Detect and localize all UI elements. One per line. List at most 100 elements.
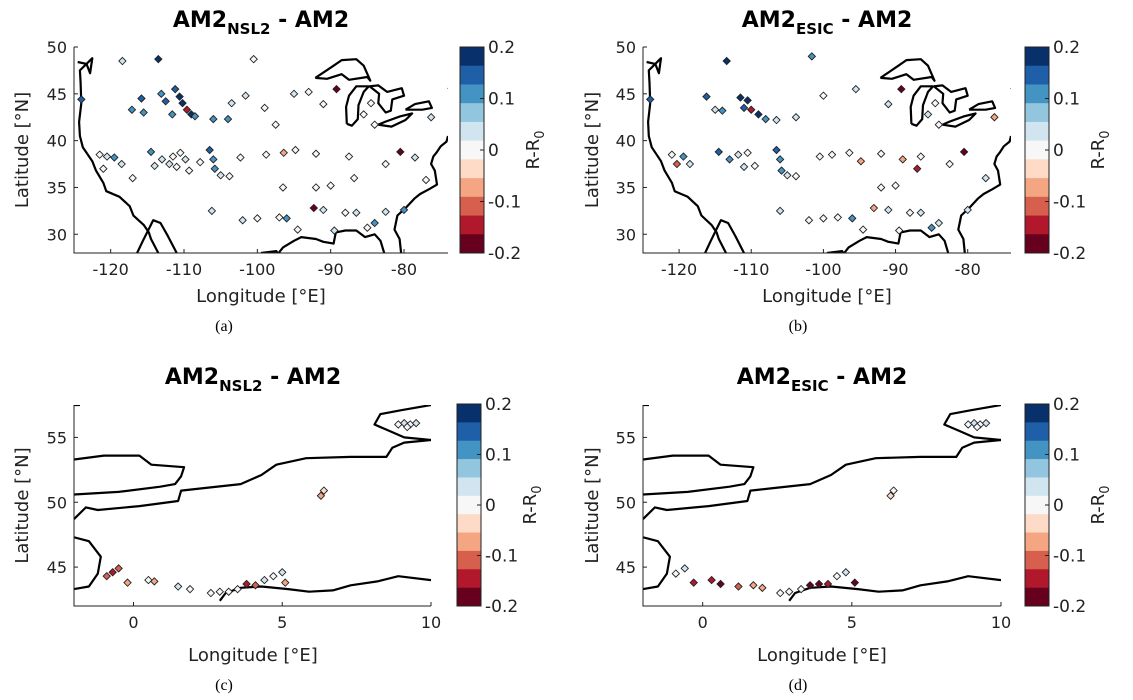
panel-c: AM2NSL2 - AM2 0 5 10 45 50 55 Longitude [°E] Lat… bbox=[12, 365, 545, 694]
station-marker bbox=[815, 152, 825, 161]
chart-title: AM2NSL2 - AM2 bbox=[165, 365, 341, 395]
station-marker bbox=[716, 579, 725, 589]
colorbar-bin bbox=[457, 422, 481, 442]
title-main: AM2 bbox=[165, 365, 219, 390]
station-marker bbox=[275, 213, 284, 222]
station-marker bbox=[223, 114, 233, 124]
colorbar-label-subscript: 0 bbox=[1098, 130, 1113, 138]
y-tick-label: 30 bbox=[47, 225, 67, 244]
coastline bbox=[942, 112, 977, 128]
colorbar: 0.20.10-0.1-0.2R-R0 bbox=[1024, 395, 1113, 617]
station-marker bbox=[410, 153, 420, 162]
station-marker bbox=[784, 587, 794, 596]
station-marker bbox=[750, 161, 760, 171]
station-marker bbox=[916, 152, 926, 161]
colorbar-bin bbox=[457, 404, 481, 423]
title-subscript: ESIC bbox=[791, 377, 829, 395]
coastline bbox=[218, 575, 431, 602]
station-marker bbox=[819, 91, 828, 100]
colorbar-tick-label: 0.2 bbox=[488, 38, 515, 58]
station-marker bbox=[381, 207, 390, 217]
colorbar-bin bbox=[460, 103, 484, 123]
title-rest: - AM2 bbox=[829, 365, 908, 390]
colorbar-label-main: R-R bbox=[1088, 139, 1109, 170]
station-marker bbox=[972, 422, 982, 432]
coastline bbox=[957, 135, 1011, 253]
colorbar-bin bbox=[1025, 550, 1049, 570]
station-marker bbox=[823, 579, 833, 589]
colorbar-bin bbox=[460, 215, 484, 235]
coastline bbox=[788, 575, 1001, 602]
station-marker bbox=[783, 171, 792, 180]
colorbar-bin bbox=[1025, 178, 1049, 198]
colorbar-label-subscript: 0 bbox=[1098, 485, 1113, 493]
station-marker bbox=[207, 206, 217, 216]
colorbar-tick-label: -0.2 bbox=[488, 244, 521, 264]
station-marker bbox=[311, 149, 321, 158]
station-marker bbox=[714, 147, 724, 157]
station-marker bbox=[209, 114, 218, 124]
station-marker bbox=[190, 112, 200, 121]
station-marker bbox=[349, 173, 359, 183]
station-marker bbox=[110, 153, 119, 162]
chart-title: AM2ESIC - AM2 bbox=[742, 8, 913, 38]
x-tick-label: -100 bbox=[239, 260, 275, 279]
axes-frame bbox=[73, 47, 448, 254]
station-marker bbox=[178, 98, 187, 108]
station-marker bbox=[981, 418, 991, 428]
station-marker bbox=[278, 183, 288, 192]
colorbar-tick-label: 0 bbox=[1053, 141, 1064, 161]
station-marker bbox=[645, 95, 655, 104]
station-marker bbox=[216, 171, 225, 180]
x-tick-label: -110 bbox=[733, 260, 769, 279]
station-marker bbox=[269, 571, 278, 581]
station-marker bbox=[224, 587, 233, 596]
x-axis-label: Longitude [°E] bbox=[196, 286, 326, 307]
coastline-map bbox=[643, 405, 1001, 602]
colorbar-bin bbox=[1025, 103, 1049, 123]
panel-caption: (a) bbox=[215, 318, 233, 335]
station-marker bbox=[689, 578, 698, 587]
y-tick-label: 50 bbox=[47, 38, 67, 57]
colorbar-tick-label: 0 bbox=[488, 141, 499, 161]
coastline bbox=[373, 405, 431, 442]
station-marker bbox=[289, 89, 299, 99]
station-marker bbox=[734, 150, 743, 159]
colorbar-label-main: R-R bbox=[1088, 494, 1109, 525]
station-marker bbox=[127, 105, 137, 114]
station-marker bbox=[215, 587, 225, 596]
station-marker bbox=[260, 103, 269, 113]
station-marker bbox=[743, 96, 752, 105]
station-marker bbox=[671, 569, 681, 578]
coastline bbox=[136, 219, 178, 253]
coastline bbox=[393, 135, 448, 253]
station-marker bbox=[734, 582, 743, 591]
station-marker bbox=[319, 205, 328, 215]
station-marker bbox=[680, 564, 690, 573]
station-marker bbox=[225, 171, 234, 181]
station-marker bbox=[934, 218, 944, 228]
title-subscript: NSL2 bbox=[219, 377, 262, 395]
colorbar-bin bbox=[457, 459, 481, 478]
colorbar-bin bbox=[460, 47, 484, 67]
station-marker bbox=[399, 205, 409, 215]
coastline bbox=[368, 84, 406, 114]
colorbar-label: R-R0 bbox=[520, 485, 545, 524]
station-marker bbox=[291, 145, 300, 155]
colorbar: 0.20.10-0.1-0.2R-R0 bbox=[459, 38, 548, 264]
station-marker bbox=[108, 568, 117, 577]
title-rest: - AM2 bbox=[270, 8, 349, 33]
station-marker bbox=[168, 152, 178, 161]
station-marker bbox=[271, 120, 280, 129]
station-marker bbox=[282, 214, 291, 223]
station-marker bbox=[739, 103, 749, 113]
station-marker bbox=[905, 208, 915, 217]
colorbar-bin bbox=[1025, 495, 1049, 515]
station-marker bbox=[833, 213, 843, 222]
title-main: AM2 bbox=[737, 365, 791, 390]
station-marker bbox=[170, 84, 180, 94]
coastline bbox=[345, 85, 370, 127]
chart-title: AM2NSL2 - AM2 bbox=[173, 8, 349, 38]
colorbar-label: R-R0 bbox=[1088, 130, 1113, 169]
